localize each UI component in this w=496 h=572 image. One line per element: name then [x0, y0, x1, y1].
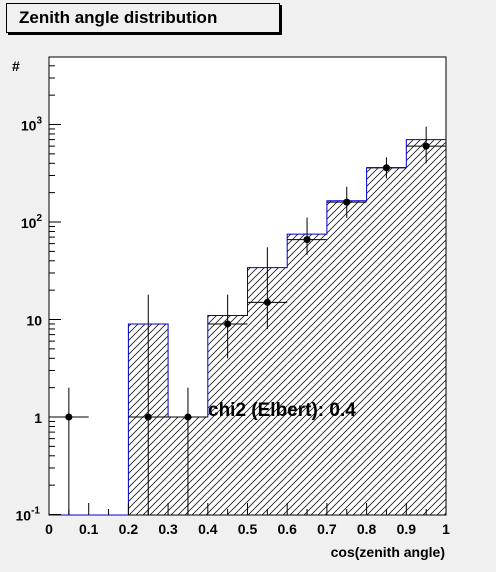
data-point — [144, 413, 152, 421]
histogram-bar — [287, 234, 327, 516]
x-tick-label: 0.9 — [397, 521, 417, 537]
y-tick-label: 10-1 — [16, 506, 41, 524]
histogram-bar — [406, 139, 446, 515]
x-tick-label: 0.3 — [158, 521, 178, 537]
y-tick-label: 102 — [21, 213, 43, 231]
x-axis-title: cos(zenith angle) — [331, 544, 445, 560]
y-axis-title: # — [12, 58, 20, 74]
x-tick-label: 0 — [45, 521, 53, 537]
y-tick-label: 10 — [26, 313, 42, 329]
data-point — [343, 198, 351, 206]
chart-title: Zenith angle distribution — [19, 8, 218, 27]
chart-title-box: Zenith angle distribution — [6, 3, 280, 33]
data-point — [263, 298, 271, 306]
x-tick-label: 0.8 — [357, 521, 377, 537]
axes-layer: 0 0.1 0.2 0.3 0.4 0.5 0.6 0.7 0.8 0.9 1 10-1 1 10 102 1… — [16, 56, 450, 537]
data-point — [303, 236, 311, 244]
x-tick-label: 0.2 — [119, 521, 139, 537]
data-point — [65, 413, 73, 421]
histogram-bar — [366, 167, 407, 516]
x-tick-label: 0.5 — [238, 521, 258, 537]
chi2-annotation: chi2 (Elbert): 0.4 — [208, 400, 356, 421]
y-tick-label: 1 — [34, 410, 42, 426]
data-point — [382, 164, 390, 172]
y-tick-label: 103 — [21, 116, 43, 134]
x-tick-label: 0.6 — [277, 521, 297, 537]
x-tick-label: 1 — [442, 521, 450, 537]
data-point — [422, 142, 430, 150]
histogram-bar — [326, 200, 367, 515]
x-tick-label: 0.4 — [198, 521, 218, 537]
data-point — [224, 320, 232, 328]
data-point — [184, 413, 192, 421]
data-points-layer — [49, 126, 446, 515]
x-tick-label: 0.1 — [79, 521, 99, 537]
x-tick-label: 0.7 — [317, 521, 337, 537]
